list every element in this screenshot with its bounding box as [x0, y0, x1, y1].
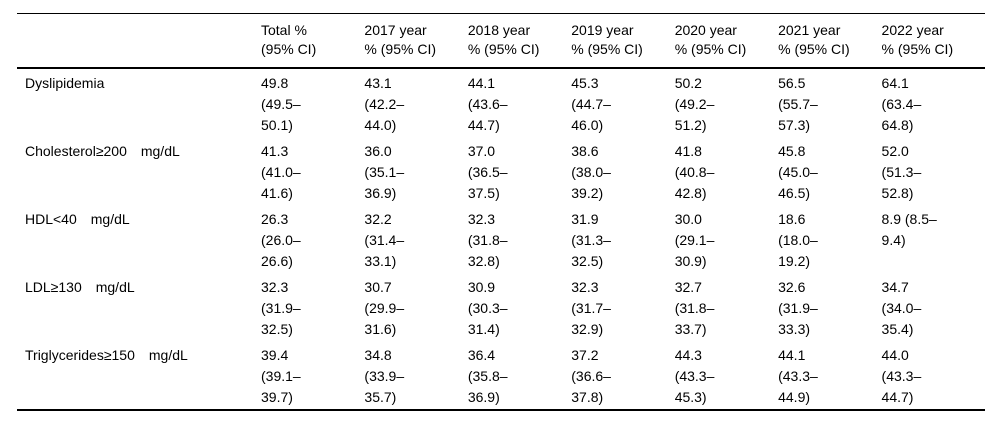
- value-cell: 50.2 (49.2– 51.2): [674, 75, 715, 133]
- column-header-total: Total % (95% CI): [261, 22, 317, 57]
- row-unit-text: mg/dL: [148, 347, 188, 363]
- row-label-dyslipidemia: Dyslipidemia: [17, 68, 261, 137]
- row-label-text: LDL≥130: [25, 279, 82, 295]
- value-cell: 32.3 (31.7– 32.9): [571, 279, 611, 337]
- value-cell: 37.0 (36.5– 37.5): [467, 143, 508, 201]
- value-cell: 44.1 (43.3– 44.9): [778, 347, 818, 405]
- value-cell: 34.7 (34.0– 35.4): [881, 279, 922, 337]
- table-row-triglycerides: Triglycerides≥150 mg/dL 39.4 (39.1– 39.7)…: [17, 341, 985, 410]
- row-unit-text: mg/dL: [95, 279, 135, 295]
- table-header: Total % (95% CI) 2017 year % (95% CI) 20…: [17, 14, 985, 69]
- value-cell: 45.3 (44.7– 46.0): [571, 75, 611, 133]
- value-cell: 34.8 (33.9– 35.7): [364, 347, 405, 405]
- value-cell: 56.5 (55.7– 57.3): [778, 75, 818, 133]
- column-header-2020: 2020 year % (95% CI): [674, 22, 747, 57]
- value-cell: 36.4 (35.8– 36.9): [467, 347, 508, 405]
- value-cell: 18.6 (18.0– 19.2): [778, 211, 818, 269]
- value-cell: 36.0 (35.1– 36.9): [364, 143, 405, 201]
- value-cell: 44.1 (43.6– 44.7): [467, 75, 508, 133]
- column-header-2017: 2017 year % (95% CI): [364, 22, 436, 57]
- value-cell: 32.7 (31.8– 33.7): [674, 279, 715, 337]
- value-cell: 26.3 (26.0– 26.6): [261, 211, 301, 269]
- header-row: Total % (95% CI) 2017 year % (95% CI) 20…: [17, 14, 985, 69]
- lipid-prevalence-table: Total % (95% CI) 2017 year % (95% CI) 20…: [17, 13, 985, 411]
- table-row-hdl: HDL<40 mg/dL 26.3 (26.0– 26.6) 32.2 (31.4…: [17, 205, 985, 273]
- value-cell: 30.0 (29.1– 30.9): [674, 211, 715, 269]
- column-header-2022: 2022 year % (95% CI): [881, 22, 954, 57]
- table-row-dyslipidemia: Dyslipidemia 49.8 (49.5– 50.1) 43.1 (42.…: [17, 68, 985, 137]
- value-cell: 32.3 (31.8– 32.8): [467, 211, 508, 269]
- column-header-2019: 2019 year % (95% CI): [571, 22, 643, 57]
- value-cell: 52.0 (51.3– 52.8): [881, 143, 922, 201]
- row-label-triglycerides: Triglycerides≥150 mg/dL: [17, 341, 261, 410]
- value-cell: 32.3 (31.9– 32.5): [261, 279, 301, 337]
- value-cell: 44.3 (43.3– 45.3): [674, 347, 715, 405]
- value-cell: 49.8 (49.5– 50.1): [261, 75, 301, 133]
- value-cell: 44.0 (43.3– 44.7): [881, 347, 922, 405]
- value-cell: 45.8 (45.0– 46.5): [778, 143, 818, 201]
- table-row-ldl: LDL≥130 mg/dL 32.3 (31.9– 32.5) 30.7 (29.…: [17, 273, 985, 341]
- value-cell: 8.9 (8.5– 9.4): [881, 211, 937, 248]
- value-cell: 32.6 (31.9– 33.3): [778, 279, 818, 337]
- row-label-text: HDL<40: [25, 211, 77, 227]
- row-unit-text: mg/dL: [140, 143, 180, 159]
- row-label-ldl: LDL≥130 mg/dL: [17, 273, 261, 341]
- value-cell: 37.2 (36.6– 37.8): [571, 347, 611, 405]
- column-header-2018: 2018 year % (95% CI): [467, 22, 540, 57]
- row-label-text: Cholesterol≥200: [25, 143, 127, 159]
- value-cell: 41.8 (40.8– 42.8): [674, 143, 715, 201]
- lipid-prevalence-table-wrap: Total % (95% CI) 2017 year % (95% CI) 20…: [17, 13, 985, 411]
- value-cell: 31.9 (31.3– 32.5): [571, 211, 611, 269]
- column-header-2021: 2021 year % (95% CI): [778, 22, 850, 57]
- row-label-text: Dyslipidemia: [25, 75, 105, 91]
- table-row-cholesterol: Cholesterol≥200 mg/dL 41.3 (41.0– 41.6) 3…: [17, 137, 985, 205]
- value-cell: 30.7 (29.9– 31.6): [364, 279, 405, 337]
- row-label-hdl: HDL<40 mg/dL: [17, 205, 261, 273]
- row-label-text: Triglycerides≥150: [25, 347, 135, 363]
- table-body: Dyslipidemia 49.8 (49.5– 50.1) 43.1 (42.…: [17, 68, 985, 410]
- value-cell: 30.9 (30.3– 31.4): [467, 279, 508, 337]
- value-cell: 41.3 (41.0– 41.6): [261, 143, 301, 201]
- corner-cell: [17, 14, 261, 69]
- row-unit-text: mg/dL: [90, 211, 130, 227]
- value-cell: 64.1 (63.4– 64.8): [881, 75, 922, 133]
- value-cell: 32.2 (31.4– 33.1): [364, 211, 405, 269]
- value-cell: 43.1 (42.2– 44.0): [364, 75, 405, 133]
- row-label-cholesterol: Cholesterol≥200 mg/dL: [17, 137, 261, 205]
- value-cell: 38.6 (38.0– 39.2): [571, 143, 611, 201]
- value-cell: 39.4 (39.1– 39.7): [261, 347, 301, 405]
